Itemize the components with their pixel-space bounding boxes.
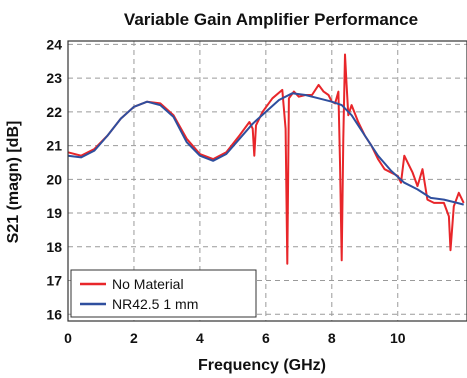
y-tick-label: 21 <box>46 138 62 154</box>
y-tick-label: 16 <box>46 306 62 322</box>
y-tick-label: 20 <box>46 171 62 187</box>
x-tick-label: 0 <box>64 330 72 346</box>
y-tick-label: 19 <box>46 205 62 221</box>
y-tick-label: 24 <box>46 36 62 52</box>
legend-label-no-material: No Material <box>112 276 184 292</box>
legend-box <box>70 269 257 318</box>
y-tick-label: 23 <box>46 70 62 86</box>
y-tick-label: 18 <box>46 239 62 255</box>
x-tick-label: 2 <box>130 330 138 346</box>
x-axis-label: Frequency (GHz) <box>198 357 326 374</box>
chart-title: Variable Gain Amplifier Performance <box>124 10 418 29</box>
y-axis-label: S21 (magn) [dB] <box>5 121 22 244</box>
y-tick-label: 22 <box>46 104 62 120</box>
x-tick-label: 10 <box>390 330 406 346</box>
x-tick-label: 4 <box>196 330 204 346</box>
legend: No Material NR42.5 1 mm <box>70 269 257 318</box>
series-line-1 <box>67 92 464 206</box>
y-tick-label: 17 <box>46 273 62 289</box>
x-tick-label: 6 <box>262 330 270 346</box>
plot-frame <box>67 40 467 322</box>
series-layer <box>67 53 465 265</box>
legend-label-nr42-5: NR42.5 1 mm <box>112 296 198 312</box>
x-tick-label: 8 <box>328 330 336 346</box>
series-line-0 <box>67 53 465 265</box>
